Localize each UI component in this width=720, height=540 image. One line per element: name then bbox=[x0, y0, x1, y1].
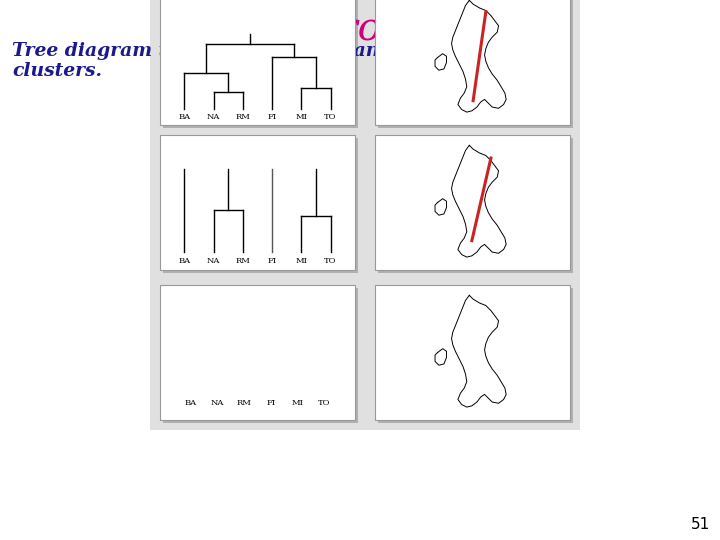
Bar bbox=[375, 285, 570, 420]
Text: 51: 51 bbox=[690, 517, 710, 532]
Bar bbox=[160, 135, 355, 270]
Text: NA: NA bbox=[211, 400, 224, 408]
Text: MI: MI bbox=[295, 113, 307, 122]
Bar bbox=[378, 0, 573, 128]
Text: BA: BA bbox=[184, 400, 197, 408]
Text: NA: NA bbox=[207, 113, 220, 122]
Bar bbox=[378, 288, 573, 423]
Text: FI: FI bbox=[268, 256, 276, 265]
Bar bbox=[365, 125, 580, 280]
Text: TO: TO bbox=[324, 256, 337, 265]
Text: clusters.: clusters. bbox=[12, 62, 102, 80]
Bar bbox=[375, 135, 570, 270]
Text: TO: TO bbox=[318, 400, 330, 408]
Text: Tree diagram that illustrates arrangement of: Tree diagram that illustrates arrangemen… bbox=[12, 42, 485, 60]
Bar bbox=[163, 138, 358, 273]
Bar bbox=[365, 0, 580, 135]
Bar bbox=[163, 0, 358, 128]
Bar bbox=[160, 285, 355, 420]
Bar bbox=[150, 275, 365, 430]
Text: Dendrogram: Dendrogram bbox=[235, 10, 485, 48]
Text: RM: RM bbox=[235, 113, 251, 122]
Bar bbox=[163, 288, 358, 423]
Text: MI: MI bbox=[295, 256, 307, 265]
Text: RM: RM bbox=[235, 256, 251, 265]
Text: MI: MI bbox=[292, 400, 304, 408]
Bar bbox=[365, 275, 580, 430]
Text: FI: FI bbox=[266, 400, 276, 408]
Text: BA: BA bbox=[179, 113, 191, 122]
Text: NA: NA bbox=[207, 256, 220, 265]
Bar bbox=[160, 0, 355, 125]
Text: TO: TO bbox=[324, 113, 337, 122]
Bar bbox=[150, 0, 365, 135]
Bar bbox=[150, 125, 365, 280]
Text: BA: BA bbox=[179, 256, 191, 265]
Bar bbox=[375, 0, 570, 125]
Text: RM: RM bbox=[237, 400, 251, 408]
Bar bbox=[378, 138, 573, 273]
Text: FI: FI bbox=[268, 113, 276, 122]
